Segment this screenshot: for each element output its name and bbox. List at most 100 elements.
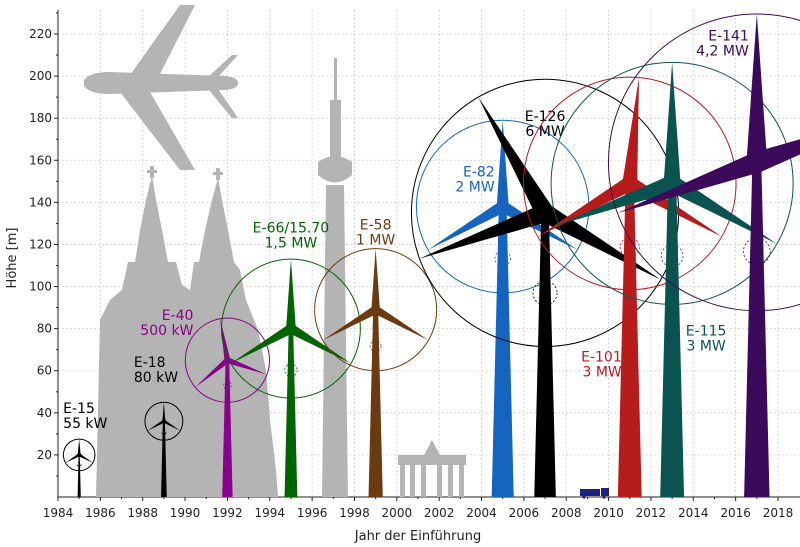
hub — [161, 419, 166, 424]
y-tick-label: 200 — [29, 69, 52, 83]
rotor-circle — [607, 13, 800, 312]
cathedral-icon — [96, 166, 278, 497]
turbine-power-label: 1 MW — [356, 233, 395, 249]
turbine-name-label: E-66/15.70 — [253, 221, 330, 237]
blade — [226, 357, 267, 375]
blade — [746, 14, 768, 163]
blade — [499, 201, 578, 250]
x-tick-label: 1992 — [212, 506, 243, 520]
blade — [65, 453, 80, 463]
blade — [163, 419, 181, 431]
blade-tip-marker — [161, 430, 167, 436]
y-tick-label: 40 — [37, 406, 52, 420]
tower — [284, 328, 298, 497]
x-axis-label: Jahr der Einführung — [354, 529, 481, 544]
blade — [663, 62, 681, 184]
blade-tip-marker — [76, 461, 82, 467]
hub — [77, 452, 82, 457]
turbine-e-58: E-581 MW — [314, 218, 438, 497]
blade — [373, 305, 429, 341]
blade — [540, 204, 661, 280]
x-tick-label: 2000 — [382, 506, 413, 520]
y-tick-label: 20 — [37, 448, 52, 462]
x-tick-label: 2016 — [720, 506, 751, 520]
turbine-name-label: E-126 — [525, 109, 566, 125]
blade-tip-marker — [532, 280, 558, 306]
x-tick-label: 2010 — [593, 506, 624, 520]
tower — [617, 183, 642, 497]
hub — [286, 324, 296, 333]
turbine-power-label: 80 kW — [134, 370, 178, 386]
hub — [747, 153, 766, 172]
blade — [230, 324, 294, 364]
blade — [77, 439, 81, 455]
turbine-name-label: E-115 — [686, 323, 727, 339]
blade — [162, 402, 166, 422]
blade — [667, 176, 777, 244]
x-tick-label: 2002 — [424, 506, 455, 520]
blade — [195, 357, 230, 388]
blade — [537, 176, 634, 237]
blade-tip-marker — [743, 237, 771, 266]
blade — [286, 259, 296, 329]
blade — [78, 453, 93, 463]
turbine-power-label: 6 MW — [525, 124, 564, 140]
turbine-name-label: E-58 — [360, 218, 392, 234]
blade — [617, 152, 761, 214]
blade-tip-marker — [284, 363, 298, 377]
x-tick-label: 1986 — [85, 506, 116, 520]
x-tick-label: 1990 — [170, 506, 201, 520]
blade — [622, 77, 640, 185]
tower — [660, 183, 685, 497]
turbine-power-label: 2 MW — [455, 180, 494, 196]
x-tick-label: 2014 — [678, 506, 709, 520]
y-tick-label: 120 — [29, 237, 52, 251]
y-tick-label: 180 — [29, 111, 52, 125]
blade — [371, 248, 380, 310]
brandenburg-gate-icon — [398, 440, 466, 497]
x-tick-label: 2004 — [466, 506, 497, 520]
x-tick-label: 2012 — [636, 506, 667, 520]
tower — [491, 206, 514, 497]
blade — [147, 419, 165, 431]
y-tick-label: 140 — [29, 195, 52, 209]
blade-tip-marker — [223, 381, 232, 390]
blade — [496, 120, 509, 207]
blade — [322, 305, 378, 341]
hub — [497, 201, 508, 212]
x-tick-label: 1988 — [127, 506, 158, 520]
turbine-e-82: E-822 MW — [415, 119, 590, 497]
turbine-name-label: E-18 — [134, 355, 166, 371]
y-tick-label: 60 — [37, 364, 52, 378]
blade — [288, 324, 352, 364]
turbine-name-label: E-15 — [63, 401, 95, 417]
airplane-icon — [84, 5, 238, 170]
blade — [478, 97, 554, 218]
turbine-power-label: 55 kW — [63, 416, 107, 432]
tower — [744, 162, 770, 498]
y-tick-label: 100 — [29, 280, 52, 294]
blade-tip-marker — [369, 340, 382, 353]
blade-tip-marker — [660, 244, 684, 268]
turbine-name-label: E-82 — [463, 165, 495, 181]
blade — [220, 318, 231, 361]
turbine-name-label: E-141 — [708, 28, 749, 44]
tv-tower-icon — [318, 58, 352, 497]
turbine-power-label: 4,2 MW — [696, 43, 749, 59]
y-tick-label: 220 — [29, 27, 52, 41]
blade — [419, 204, 549, 259]
x-tick-label: 1994 — [254, 506, 285, 520]
rotor-circle — [184, 317, 271, 403]
blade — [427, 201, 506, 250]
turbine-power-label: 1,5 MW — [265, 236, 318, 252]
truck-icon — [580, 488, 609, 499]
rotor-circle — [220, 258, 361, 399]
